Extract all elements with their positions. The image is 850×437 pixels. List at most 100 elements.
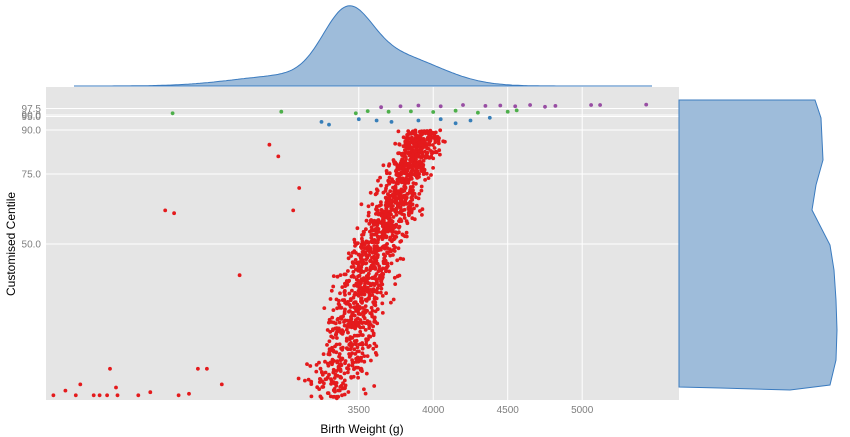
scatter-point — [362, 311, 366, 316]
scatter-point — [78, 382, 83, 387]
scatter-point — [335, 274, 340, 279]
scatter-point — [401, 135, 406, 140]
scatter-point — [365, 274, 370, 278]
scatter-point — [353, 258, 358, 262]
scatter-point — [468, 118, 473, 123]
scatter-point — [354, 309, 358, 313]
scatter-point — [370, 202, 375, 207]
scatter-point — [397, 167, 402, 172]
scatter-point — [363, 304, 368, 308]
scatter-point — [419, 169, 424, 173]
scatter-point — [396, 129, 401, 134]
scatter-point — [387, 269, 391, 274]
scatter-point — [344, 346, 349, 351]
scatter-point — [397, 224, 402, 229]
scatter-point — [380, 272, 384, 276]
scatter-point — [343, 281, 347, 286]
scatter-point — [372, 319, 377, 324]
scatter-point — [375, 261, 380, 266]
scatter-point — [303, 378, 307, 383]
scatter-point — [375, 254, 380, 259]
scatter-point — [340, 347, 345, 352]
scatter-point — [359, 355, 363, 360]
scatter-point — [317, 360, 321, 365]
scatter-point — [325, 328, 330, 332]
scatter-point — [397, 178, 402, 183]
scatter-point — [372, 218, 377, 223]
scatter-point — [420, 213, 424, 217]
scatter-point — [413, 142, 418, 147]
scatter-point — [409, 175, 413, 180]
scatter-point — [416, 103, 421, 108]
scatter-point — [380, 294, 385, 298]
scatter-point — [389, 249, 393, 254]
scatter-point — [365, 278, 369, 282]
scatter-point — [414, 195, 418, 200]
scatter-point — [378, 283, 383, 288]
scatter-point — [350, 250, 355, 255]
scatter-point — [394, 206, 399, 211]
scatter-point — [409, 208, 414, 213]
scatter-point — [385, 251, 390, 255]
scatter-point — [385, 242, 389, 246]
scatter-point — [395, 164, 400, 169]
scatter-point — [372, 384, 377, 388]
y-tick-label: 90.0 — [22, 126, 42, 137]
scatter-point — [362, 359, 367, 364]
scatter-point — [408, 185, 413, 189]
scatter-point — [431, 143, 435, 147]
scatter-point — [424, 171, 429, 176]
scatter-point — [108, 366, 112, 371]
scatter-point — [319, 120, 324, 124]
scatter-point — [392, 249, 397, 253]
scatter-point — [332, 394, 337, 399]
scatter-point — [395, 258, 400, 263]
scatter-point — [176, 393, 181, 398]
scatter-point — [330, 357, 335, 362]
scatter-point — [402, 216, 407, 220]
scatter-point — [291, 208, 296, 213]
scatter-point — [306, 377, 311, 382]
scatter-point — [369, 239, 374, 244]
scatter-point — [319, 396, 324, 400]
scatter-point — [363, 241, 368, 245]
scatter-point — [340, 285, 345, 289]
scatter-point — [364, 342, 368, 347]
scatter-point — [370, 289, 375, 294]
scatter-point — [350, 320, 355, 325]
scatter-point — [388, 189, 393, 194]
scatter-point — [401, 169, 406, 173]
scatter-point — [347, 291, 352, 296]
scatter-point — [409, 153, 413, 158]
scatter-point — [354, 342, 358, 347]
scatter-point — [419, 184, 424, 189]
scatter-point — [432, 146, 437, 150]
scatter-point — [410, 197, 415, 202]
scatter-point — [392, 225, 396, 229]
scatter-point — [346, 251, 351, 256]
scatter-point — [406, 150, 411, 155]
scatter-point — [354, 267, 358, 272]
scatter-point — [336, 394, 341, 399]
scatter-point — [414, 166, 419, 170]
scatter-point — [361, 325, 366, 330]
scatter-point — [334, 350, 339, 355]
scatter-point — [361, 276, 366, 281]
scatter-point — [369, 235, 374, 240]
scatter-point — [356, 289, 361, 293]
scatter-point — [395, 231, 400, 235]
scatter-point — [350, 288, 354, 293]
scatter-point — [438, 128, 443, 133]
scatter-point — [148, 390, 153, 395]
scatter-point — [416, 118, 421, 123]
scatter-point — [398, 104, 403, 109]
scatter-point — [426, 147, 431, 151]
scatter-point — [379, 105, 383, 110]
scatter-point — [405, 168, 409, 173]
scatter-point — [385, 171, 389, 176]
scatter-point — [393, 185, 398, 190]
scatter-point — [392, 189, 396, 194]
scatter-point — [370, 328, 375, 333]
scatter-point — [360, 346, 365, 351]
scatter-point — [334, 342, 339, 347]
